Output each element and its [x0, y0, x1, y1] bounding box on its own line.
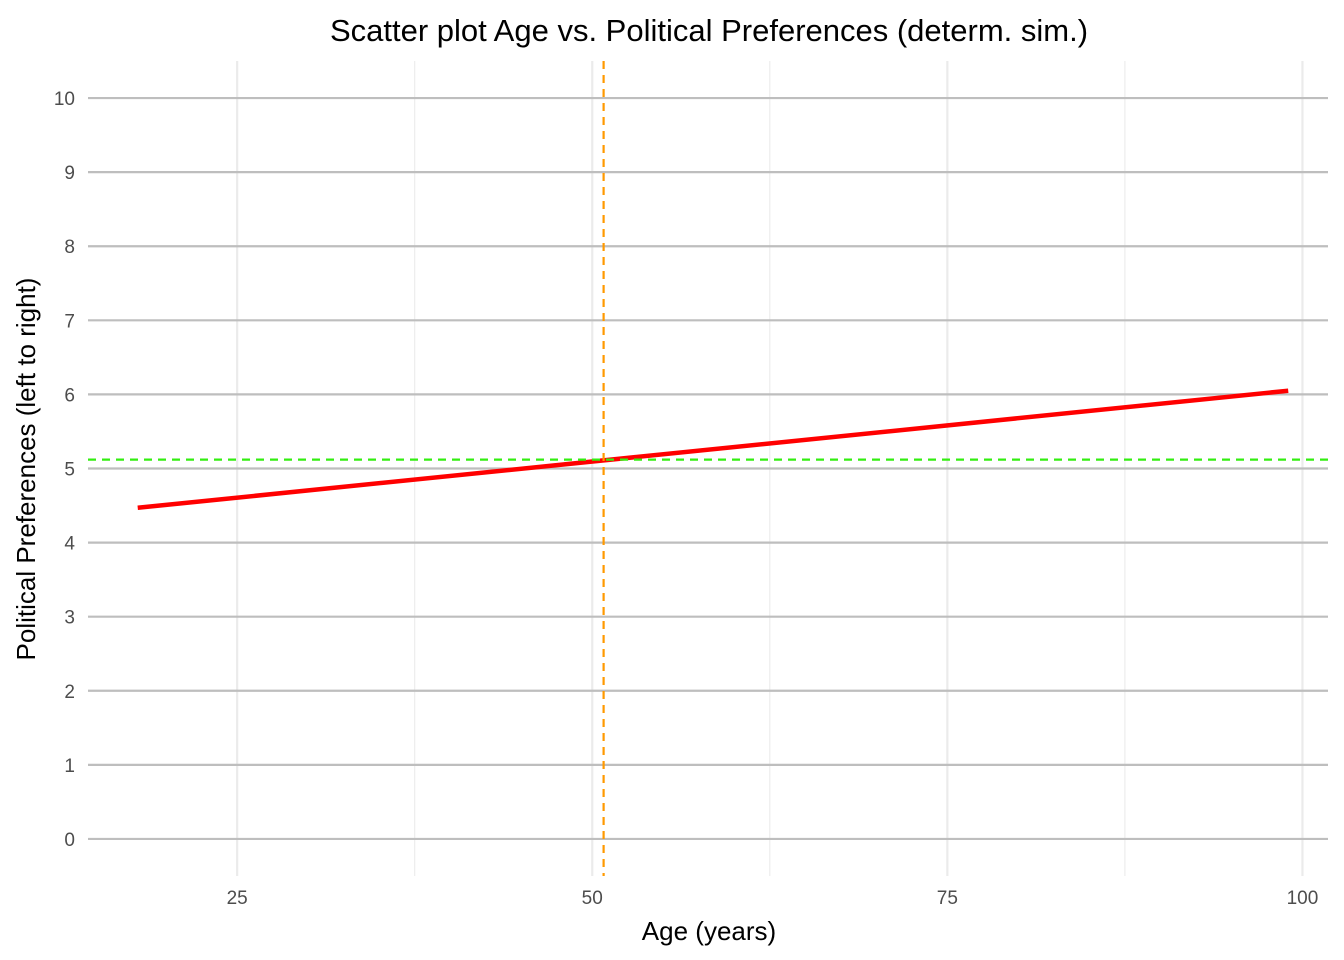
x-axis-label: Age (years): [642, 916, 776, 946]
y-tick-label-5: 5: [64, 460, 75, 481]
y-tick-label-9: 9: [64, 163, 75, 184]
x-tick-label-0: 25: [227, 888, 248, 909]
regression-line: [137, 388, 1289, 511]
major-gridlines: [88, 61, 1328, 876]
plot-marks: [88, 61, 1328, 876]
y-tick-label-6: 6: [64, 385, 75, 406]
y-axis-label: Political Preferences (left to right): [11, 278, 41, 661]
y-tick-label-3: 3: [64, 608, 75, 629]
y-tick-label-4: 4: [64, 534, 75, 555]
x-tick-label-1: 50: [582, 888, 603, 909]
y-tick-label-8: 8: [64, 237, 75, 258]
chart-title: Scatter plot Age vs. Political Preferenc…: [330, 13, 1088, 48]
y-axis-tick-labels: 0 1 2 3 4 5 6 7 8 9 10: [54, 89, 76, 851]
y-tick-label-1: 1: [64, 756, 75, 777]
x-axis-tick-labels: 25 50 75 100: [227, 888, 1319, 909]
x-tick-label-3: 100: [1287, 888, 1319, 909]
x-tick-label-2: 75: [937, 888, 958, 909]
y-tick-label-0: 0: [64, 830, 75, 851]
y-tick-label-7: 7: [64, 311, 75, 332]
y-tick-label-10: 10: [54, 89, 75, 110]
y-tick-label-2: 2: [64, 682, 75, 703]
